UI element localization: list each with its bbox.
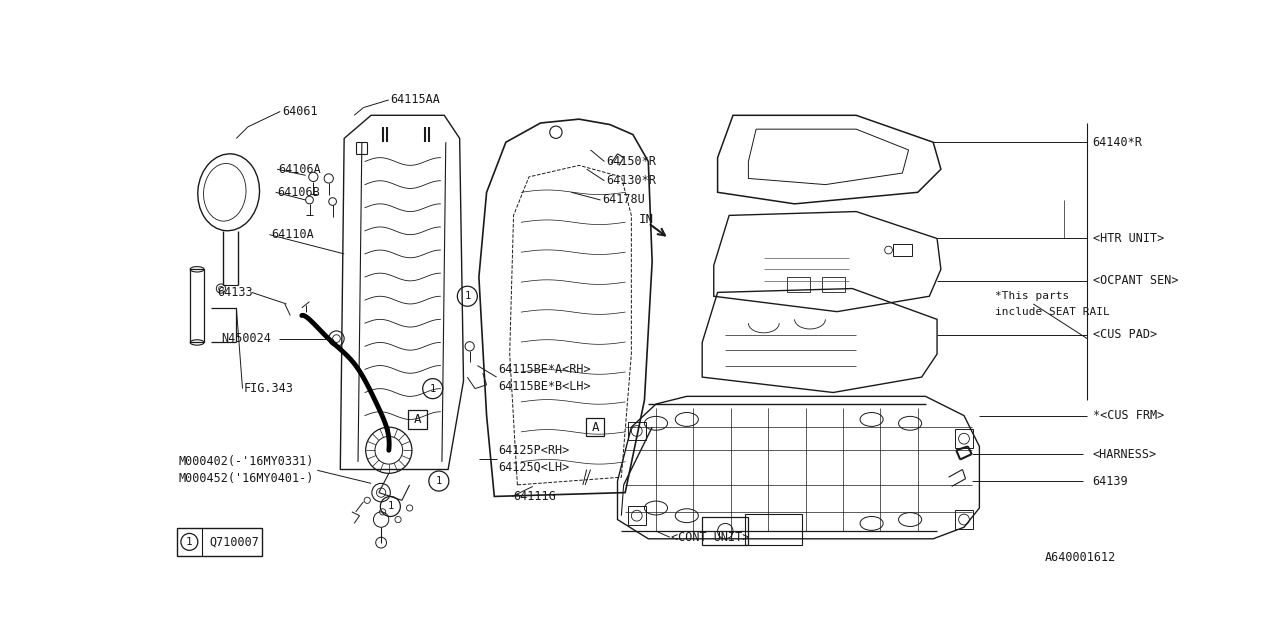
Text: *<CUS FRM>: *<CUS FRM> <box>1093 409 1164 422</box>
Bar <box>955 510 973 529</box>
Text: IN: IN <box>639 212 654 226</box>
Text: 64150*R: 64150*R <box>605 155 655 168</box>
Text: 64125Q<LH>: 64125Q<LH> <box>498 461 570 474</box>
Text: 64106A: 64106A <box>279 163 321 176</box>
Text: 64115AA: 64115AA <box>390 93 440 106</box>
Text: <CUS PAD>: <CUS PAD> <box>1093 328 1157 341</box>
Text: A: A <box>413 413 421 426</box>
Text: M000452('16MY0401-): M000452('16MY0401-) <box>179 472 314 485</box>
Text: M000402(-'16MY0331): M000402(-'16MY0331) <box>179 455 314 468</box>
Text: <CONT UNIT>: <CONT UNIT> <box>672 531 750 544</box>
Text: 64061: 64061 <box>283 105 319 118</box>
Text: 64111G: 64111G <box>513 490 557 503</box>
Text: 1: 1 <box>388 502 393 511</box>
Bar <box>787 277 810 292</box>
Text: 64106B: 64106B <box>278 186 320 199</box>
Text: 64140*R: 64140*R <box>1093 136 1143 148</box>
Text: <HARNESS>: <HARNESS> <box>1093 447 1157 461</box>
Bar <box>627 506 646 525</box>
Text: A: A <box>591 420 599 434</box>
Text: include SEAT RAIL: include SEAT RAIL <box>995 307 1110 317</box>
Text: 64115BE*A<RH>: 64115BE*A<RH> <box>498 363 591 376</box>
Text: *This parts: *This parts <box>995 291 1069 301</box>
Bar <box>703 517 749 545</box>
Text: 1: 1 <box>465 291 471 301</box>
Bar <box>955 429 973 448</box>
Bar <box>177 528 262 556</box>
Text: 1: 1 <box>435 476 442 486</box>
Bar <box>893 244 911 256</box>
Text: FIG.343: FIG.343 <box>244 382 294 395</box>
Text: 64115BE*B<LH>: 64115BE*B<LH> <box>498 380 591 393</box>
Bar <box>627 422 646 440</box>
Text: 64133: 64133 <box>218 286 252 299</box>
Text: 1: 1 <box>430 383 435 394</box>
Text: 64178U: 64178U <box>602 193 645 207</box>
Bar <box>745 514 803 545</box>
Text: 64130*R: 64130*R <box>605 174 655 188</box>
Bar <box>822 277 845 292</box>
Text: 64139: 64139 <box>1093 474 1128 488</box>
Text: 64110A: 64110A <box>271 228 314 241</box>
Text: 1: 1 <box>186 537 193 547</box>
Text: A640001612: A640001612 <box>1044 551 1116 564</box>
Text: 64125P<RH>: 64125P<RH> <box>498 444 570 457</box>
Text: <OCPANT SEN>: <OCPANT SEN> <box>1093 275 1178 287</box>
Text: Q710007: Q710007 <box>210 536 260 548</box>
Bar <box>191 269 204 342</box>
Text: <HTR UNIT>: <HTR UNIT> <box>1093 232 1164 245</box>
Text: N450024: N450024 <box>221 332 271 345</box>
